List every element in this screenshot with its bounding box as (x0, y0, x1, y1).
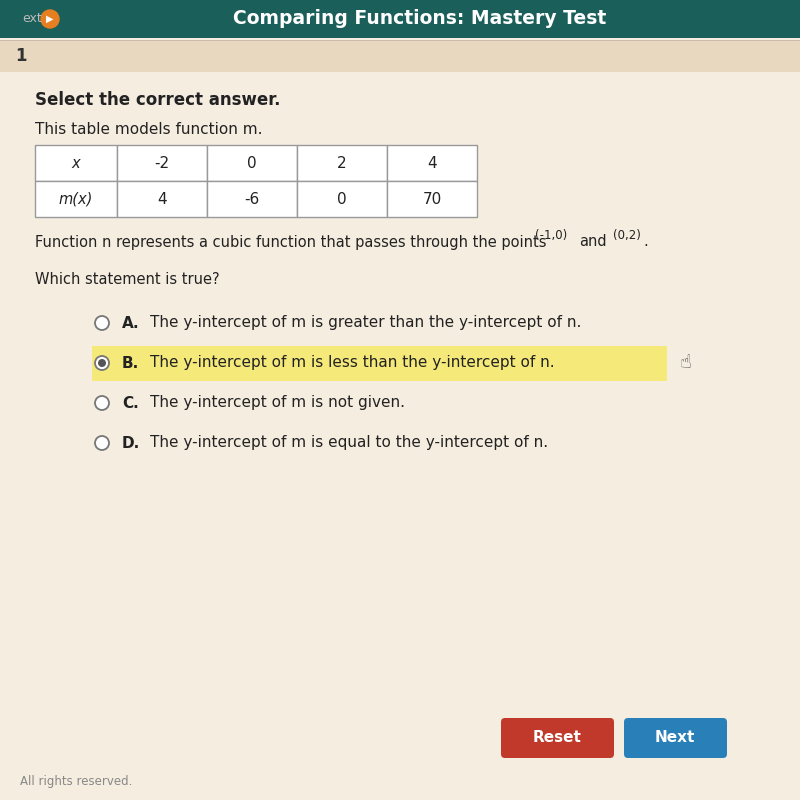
Text: This table models function m.: This table models function m. (35, 122, 262, 138)
Text: Reset: Reset (533, 730, 582, 746)
Text: Which statement is true?: Which statement is true? (35, 273, 220, 287)
Bar (207, 145, 297, 181)
Bar (35, 145, 117, 181)
Text: 70: 70 (422, 191, 442, 206)
Bar (297, 145, 387, 181)
Text: Select the correct answer.: Select the correct answer. (35, 91, 281, 109)
Text: 4: 4 (427, 155, 437, 170)
Circle shape (41, 10, 59, 28)
FancyBboxPatch shape (624, 718, 727, 758)
Text: Function n represents a cubic function that passes through the points: Function n represents a cubic function t… (35, 234, 546, 250)
Text: Comparing Functions: Mastery Test: Comparing Functions: Mastery Test (234, 10, 606, 29)
Text: ☝: ☝ (680, 354, 692, 373)
Text: ext: ext (22, 13, 42, 26)
FancyBboxPatch shape (501, 718, 614, 758)
Circle shape (95, 396, 109, 410)
Bar (207, 181, 297, 217)
Bar (117, 145, 207, 181)
Text: The y-intercept of m is greater than the y-intercept of n.: The y-intercept of m is greater than the… (150, 315, 582, 330)
Text: B.: B. (122, 355, 139, 370)
Text: 4: 4 (157, 191, 167, 206)
Text: and: and (579, 234, 606, 250)
Text: Next: Next (655, 730, 695, 746)
Text: 2: 2 (337, 155, 347, 170)
Text: (-1,0): (-1,0) (535, 230, 567, 242)
Text: 1: 1 (15, 47, 26, 65)
Bar (92, 346, 667, 381)
Text: (0,2): (0,2) (613, 230, 641, 242)
Text: A.: A. (122, 315, 140, 330)
Text: D.: D. (122, 435, 140, 450)
Text: m(x): m(x) (59, 191, 93, 206)
Text: 0: 0 (337, 191, 347, 206)
Bar (117, 181, 207, 217)
Text: .: . (643, 234, 648, 250)
Bar (0, 0, 800, 38)
Circle shape (98, 359, 106, 367)
Text: -2: -2 (154, 155, 170, 170)
Bar (387, 181, 477, 217)
Circle shape (95, 436, 109, 450)
Text: All rights reserved.: All rights reserved. (20, 775, 132, 789)
Text: The y-intercept of m is less than the y-intercept of n.: The y-intercept of m is less than the y-… (150, 355, 554, 370)
Text: The y-intercept of m is equal to the y-intercept of n.: The y-intercept of m is equal to the y-i… (150, 435, 548, 450)
Text: C.: C. (122, 395, 138, 410)
Text: -6: -6 (244, 191, 260, 206)
Bar (35, 181, 117, 217)
Bar (387, 145, 477, 181)
Text: 0: 0 (247, 155, 257, 170)
Bar (0, 40, 800, 72)
Bar (297, 181, 387, 217)
Circle shape (95, 316, 109, 330)
Text: x: x (72, 155, 80, 170)
Text: The y-intercept of m is not given.: The y-intercept of m is not given. (150, 395, 405, 410)
Text: ▶: ▶ (46, 14, 54, 24)
Bar (0, 40, 800, 41)
Circle shape (95, 356, 109, 370)
